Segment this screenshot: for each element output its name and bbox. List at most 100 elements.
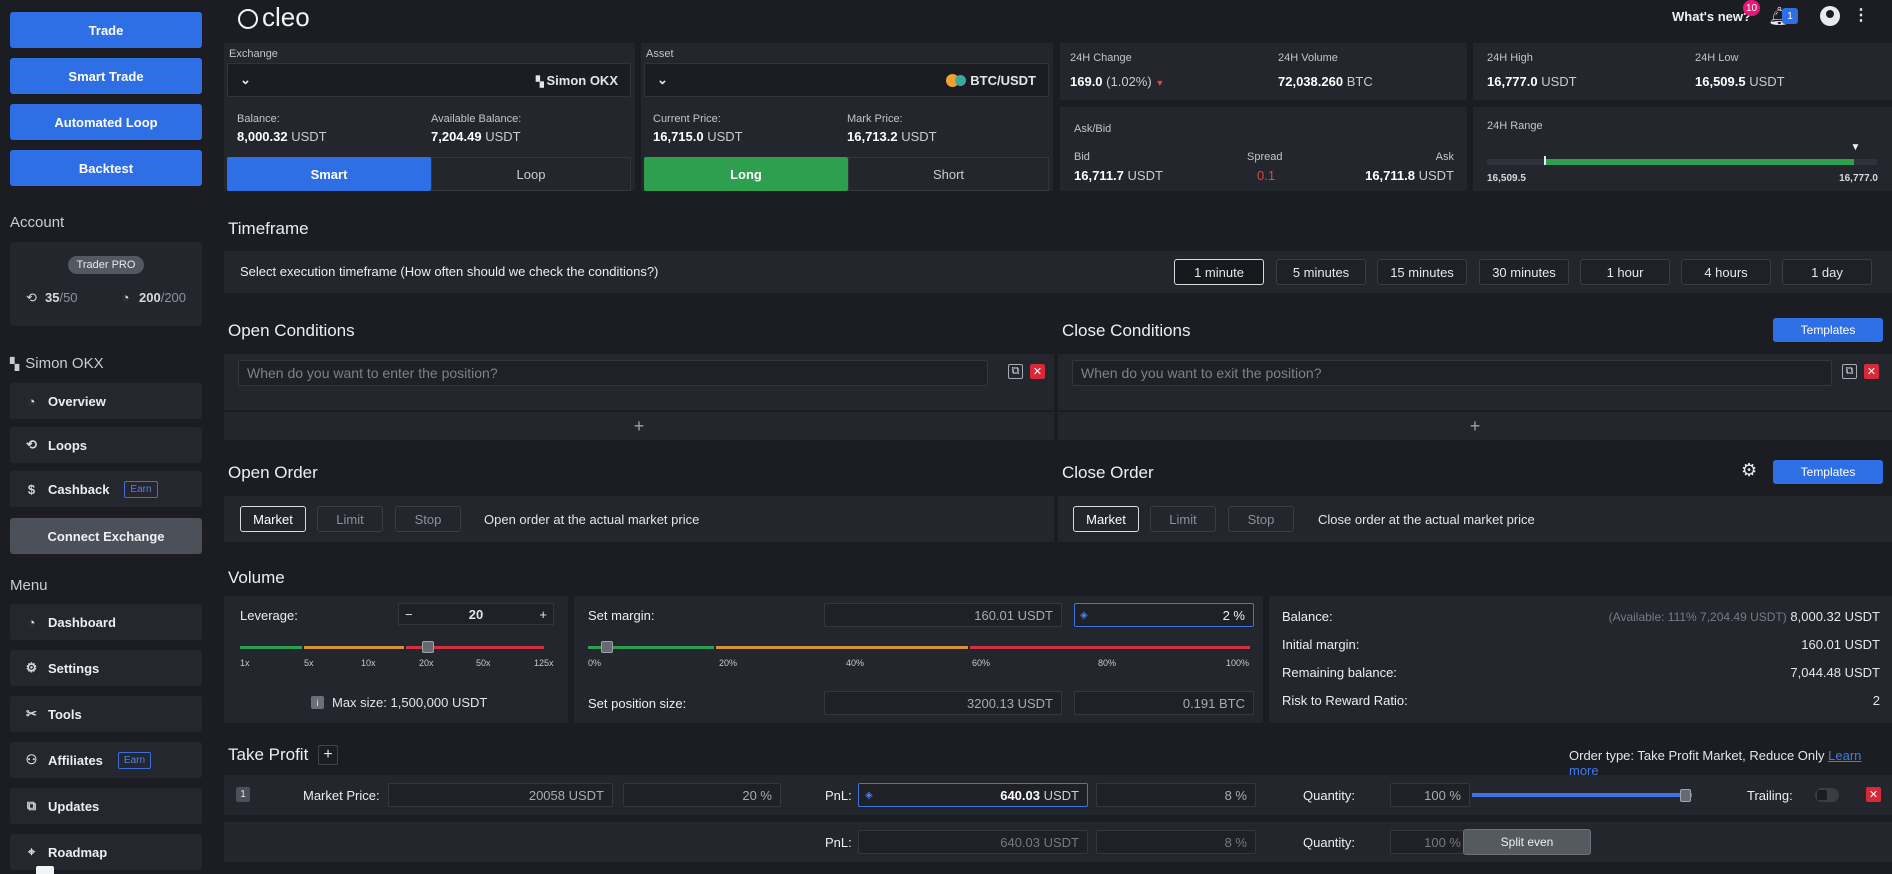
gear-icon[interactable]: ⚙ xyxy=(1741,460,1758,480)
split-even-button[interactable]: Split even xyxy=(1463,829,1591,855)
exchange-select[interactable]: ⌄ ▚ Simon OKX xyxy=(227,63,631,97)
logo[interactable]: cleo xyxy=(238,2,310,33)
smart-trade-button[interactable]: Smart Trade xyxy=(10,58,202,94)
open-order-stop[interactable]: Stop xyxy=(395,506,461,532)
loop-mode-tab[interactable]: Loop xyxy=(431,157,631,191)
margin-bar-green xyxy=(588,646,714,649)
tp-market-percent-input[interactable]: 20 % xyxy=(623,783,781,807)
menu-item-updates[interactable]: ⧉ Updates xyxy=(10,788,202,824)
close-condition-input[interactable]: When do you want to exit the position? xyxy=(1072,360,1832,386)
timeframe-option-15-minutes[interactable]: 15 minutes xyxy=(1377,259,1467,285)
avatar[interactable] xyxy=(1820,6,1840,26)
menu-item-dashboard[interactable]: ◔ Dashboard xyxy=(10,604,202,640)
more-menu-icon[interactable]: ⋮ xyxy=(1853,7,1869,24)
range-fill xyxy=(1545,159,1854,165)
close-order-limit[interactable]: Limit xyxy=(1150,506,1216,532)
timeframe-option-30-minutes[interactable]: 30 minutes xyxy=(1479,259,1569,285)
leverage-tick: 1x xyxy=(240,658,250,668)
delete-icon[interactable]: ✕ xyxy=(1866,787,1881,802)
learn-more-link[interactable]: Learn more xyxy=(1569,748,1862,778)
margin-percent-input[interactable]: ◈ 2 % xyxy=(1074,603,1254,627)
margin-slider-handle[interactable] xyxy=(601,641,614,653)
leverage-stepper[interactable]: − 20 + xyxy=(398,603,554,625)
tp-quantity-input[interactable]: 100 % xyxy=(1390,783,1470,807)
minus-icon[interactable]: − xyxy=(405,606,413,622)
copy-icon[interactable]: ⧉ xyxy=(1842,364,1857,379)
whats-new-link[interactable]: What's new? xyxy=(1672,9,1751,24)
leverage-tick: 5x xyxy=(304,658,314,668)
close-order-market[interactable]: Market xyxy=(1073,506,1139,532)
tp-quantity-slider-handle[interactable] xyxy=(1680,789,1691,802)
tp-trailing-label: Trailing: xyxy=(1747,788,1793,803)
exchange-heading: ▚ Simon OKX xyxy=(10,355,104,372)
tp2-quantity-input[interactable]: 100 % xyxy=(1390,830,1470,854)
close-order-templates-button[interactable]: Templates xyxy=(1773,460,1883,484)
delete-icon[interactable]: ✕ xyxy=(1030,364,1045,379)
remaining-balance-label: Remaining balance: xyxy=(1282,665,1397,680)
margin-usdt-input[interactable]: 160.01 USDT xyxy=(824,603,1062,627)
leverage-bar-green xyxy=(240,646,302,649)
menu-item-settings[interactable]: ⚙ Settings xyxy=(10,650,202,686)
sidebar-item-label: Cashback xyxy=(48,481,110,497)
asset-select[interactable]: ⌄ BTC/USDT xyxy=(644,63,1049,97)
initial-margin-value: 160.01 USDT xyxy=(1801,637,1880,652)
tp2-pnl-percent-input[interactable]: 8 % xyxy=(1096,830,1256,854)
gauge-icon: ◔ xyxy=(121,290,130,305)
add-open-condition-button[interactable]: + xyxy=(224,412,1054,440)
tp-pnl-percent-input[interactable]: 8 % xyxy=(1096,783,1256,807)
plus-icon[interactable]: + xyxy=(539,606,547,622)
low-label: 24H Low xyxy=(1695,52,1739,64)
short-tab[interactable]: Short xyxy=(848,157,1049,191)
balance-value: 8,000.32 xyxy=(237,129,288,144)
timeframe-option-1-day[interactable]: 1 day xyxy=(1782,259,1872,285)
trade-button[interactable]: Trade xyxy=(10,12,202,48)
tp-trailing-toggle[interactable] xyxy=(1815,788,1839,802)
summary-balance-available: (Available: 111% 7,204.49 USDT) xyxy=(1608,610,1787,624)
sidebar-item-overview[interactable]: ◔ Overview xyxy=(10,383,202,419)
position-btc-input[interactable]: 0.191 BTC xyxy=(1074,691,1254,715)
add-take-profit-button[interactable]: + xyxy=(318,745,338,765)
menu-item-tools[interactable]: ✂ Tools xyxy=(10,696,202,732)
max-size: i Max size: 1,500,000 USDT xyxy=(311,695,487,710)
tp-market-price-input[interactable]: 20058 USDT xyxy=(388,783,613,807)
close-order-stop[interactable]: Stop xyxy=(1228,506,1294,532)
menu-item-roadmap[interactable]: ⌖ Roadmap xyxy=(10,834,202,870)
chat-widget-icon[interactable] xyxy=(36,866,54,874)
open-order-market[interactable]: Market xyxy=(240,506,306,532)
timeframe-title: Timeframe xyxy=(228,219,309,238)
tp-pnl-input[interactable]: ◈ 640.03 USDT xyxy=(858,783,1088,807)
delete-icon[interactable]: ✕ xyxy=(1864,364,1879,379)
long-tab[interactable]: Long xyxy=(644,157,848,191)
smart-mode-tab[interactable]: Smart xyxy=(227,157,431,191)
leverage-bar-orange xyxy=(304,646,404,649)
tools-icon: ✂ xyxy=(26,706,37,721)
timeframe-option-1-minute[interactable]: 1 minute xyxy=(1174,259,1264,285)
menu-item-affiliates[interactable]: ⚇ Affiliates Earn xyxy=(10,742,202,778)
sidebar-item-cashback[interactable]: $ Cashback Earn xyxy=(10,471,202,507)
automated-loop-button[interactable]: Automated Loop xyxy=(10,104,202,140)
add-close-condition-button[interactable]: + xyxy=(1058,412,1892,440)
timeframe-option-4-hours[interactable]: 4 hours xyxy=(1681,259,1771,285)
tp-quantity-slider[interactable] xyxy=(1472,793,1692,797)
timeframe-option-5-minutes[interactable]: 5 minutes xyxy=(1276,259,1366,285)
exchange-label: Exchange xyxy=(229,48,278,60)
range-high-value: 16,777.0 xyxy=(1839,173,1878,184)
exchange-name: Simon OKX xyxy=(25,355,104,372)
margin-tick: 20% xyxy=(719,658,738,668)
timeframe-option-1-hour[interactable]: 1 hour xyxy=(1580,259,1670,285)
cleo-logo-icon xyxy=(238,8,258,29)
info-icon: i xyxy=(311,696,324,709)
open-order-limit[interactable]: Limit xyxy=(317,506,383,532)
leverage-slider-handle[interactable] xyxy=(422,641,434,653)
backtest-button[interactable]: Backtest xyxy=(10,150,202,186)
position-usdt-input[interactable]: 3200.13 USDT xyxy=(824,691,1062,715)
tp-market-label: Market Price: xyxy=(303,788,380,803)
connect-exchange-button[interactable]: Connect Exchange xyxy=(10,518,202,554)
sidebar-item-loops[interactable]: ⟲ Loops xyxy=(10,427,202,463)
close-conditions-templates-button[interactable]: Templates xyxy=(1773,318,1883,342)
open-condition-input[interactable]: When do you want to enter the position? xyxy=(238,360,988,386)
account-heading: Account xyxy=(10,214,65,231)
copy-icon[interactable]: ⧉ xyxy=(1008,364,1023,379)
take-profit-summary-row: PnL: 640.03 USDT 8 % Quantity: 100 % Spl… xyxy=(224,822,1892,862)
tp2-pnl-input[interactable]: 640.03 USDT xyxy=(858,830,1088,854)
